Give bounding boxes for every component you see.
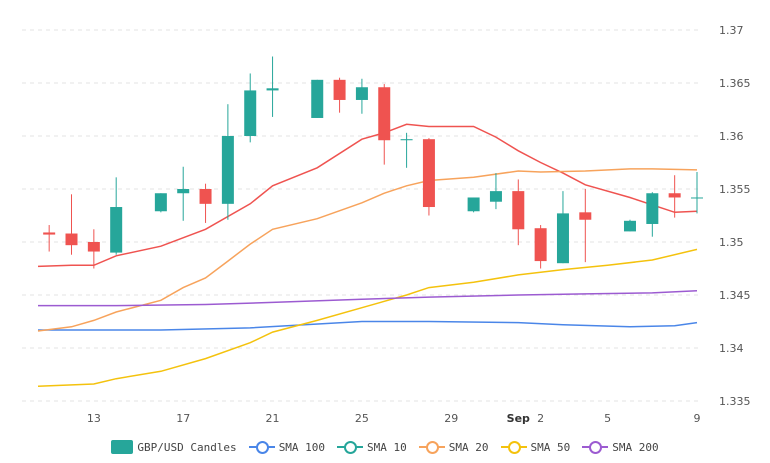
candle-body (87, 242, 100, 252)
y-tick-label: 1.365 (719, 77, 751, 90)
candle-body (177, 189, 190, 194)
candle-body (333, 79, 346, 100)
candle (400, 132, 413, 168)
legend-item-sma-100[interactable]: SMA 100 (248, 440, 326, 454)
candle-body (467, 197, 480, 212)
sma-lines (37, 123, 698, 387)
sma-line (38, 320, 698, 331)
candle (244, 73, 257, 143)
y-axis: 1.335 1.34 1.345 1.35 1.355 1.36 1.365 1.37 (719, 24, 751, 408)
sma-line (37, 123, 698, 268)
candle-body (355, 87, 368, 100)
y-tick-label: 1.34 (719, 342, 744, 355)
candle (311, 79, 324, 118)
legend-label: SMA 200 (612, 440, 659, 454)
sma-line (37, 168, 698, 332)
candles (43, 56, 703, 269)
candle (623, 219, 636, 232)
candle (355, 78, 368, 114)
y-tick-label: 1.345 (719, 289, 751, 302)
legend-item-sma-10[interactable]: SMA 10 (337, 440, 407, 454)
sma-10-swatch-icon (337, 440, 364, 454)
candlestick-chart: 1.335 1.34 1.345 1.35 1.355 1.36 1.365 1.37 13 1… (22, 24, 751, 425)
candle-body (534, 228, 547, 262)
candle-body (311, 79, 324, 118)
candle (199, 183, 212, 223)
candle (65, 194, 78, 255)
candle (422, 138, 435, 216)
candle-body (512, 191, 525, 230)
candle (333, 77, 346, 113)
legend-label: SMA 20 (448, 440, 489, 454)
candle-body (221, 136, 234, 204)
sma-20-swatch-icon (418, 440, 445, 454)
candle (154, 193, 167, 213)
candle-body (579, 212, 592, 220)
candles-swatch (111, 440, 134, 454)
candle-body (668, 193, 681, 198)
x-tick-label: Sep (507, 412, 530, 425)
candle (668, 175, 681, 218)
candle (512, 179, 525, 246)
x-tick-label: 25 (355, 412, 369, 425)
x-tick-label: 29 (444, 412, 458, 425)
candle (467, 197, 480, 213)
sma-200-swatch-icon (582, 440, 609, 454)
y-tick-label: 1.35 (719, 236, 744, 249)
x-tick-label: 13 (87, 412, 101, 425)
x-tick-label: 17 (176, 412, 190, 425)
candle (691, 172, 703, 214)
sma-line (37, 248, 698, 387)
legend-label: GBP/USD Candles (137, 440, 237, 454)
candle (266, 56, 279, 117)
legend-label: SMA 10 (367, 440, 407, 454)
sma-line (38, 290, 698, 307)
candle (87, 229, 100, 269)
candle (110, 177, 123, 255)
candle-body (43, 232, 56, 235)
candle-body (199, 189, 212, 204)
legend-item-candles[interactable]: GBP/USD Candles (111, 440, 237, 454)
candle (177, 166, 190, 221)
candle (579, 189, 592, 263)
legend-item-sma-20[interactable]: SMA 20 (418, 440, 489, 454)
candle (534, 225, 547, 269)
candle-body (244, 90, 257, 136)
grid (22, 29, 700, 402)
y-tick-label: 1.355 (719, 183, 751, 196)
candle (43, 225, 56, 252)
candle-body (110, 207, 123, 253)
candle-body (646, 193, 659, 224)
x-tick-label: 5 (604, 412, 611, 425)
x-axis: 13 17 21 25 29 Sep 2 5 9 (87, 412, 701, 425)
candle-body (691, 197, 703, 199)
candle-body (400, 139, 413, 141)
candle-body (266, 88, 279, 91)
x-tick-label: 21 (266, 412, 280, 425)
candle-body (623, 220, 636, 232)
candle-body (65, 233, 78, 246)
legend-item-sma-50[interactable]: SMA 50 (500, 440, 571, 454)
candle-body (489, 191, 502, 202)
candle (646, 192, 659, 237)
x-tick-label: 2 (537, 412, 544, 425)
candle (489, 173, 502, 210)
y-tick-label: 1.36 (719, 130, 744, 143)
candle-body (154, 193, 167, 212)
candle-body (556, 213, 569, 264)
legend-label: SMA 100 (278, 440, 326, 454)
candle (378, 84, 391, 165)
candle-body (378, 87, 391, 141)
x-tick-label: 9 (694, 412, 701, 425)
y-tick-label: 1.37 (719, 24, 744, 37)
y-tick-label: 1.335 (719, 395, 751, 408)
legend-item-sma-200[interactable]: SMA 200 (582, 440, 659, 454)
candle-body (422, 139, 435, 208)
sma-100-swatch-icon (248, 440, 275, 454)
candle (221, 104, 234, 220)
sma-50-swatch-icon (500, 440, 527, 454)
candle (556, 191, 569, 264)
legend-label: SMA 50 (530, 440, 571, 454)
legend: GBP/USD Candles SMA 100 SMA 10 SMA 20 SM… (0, 436, 770, 458)
